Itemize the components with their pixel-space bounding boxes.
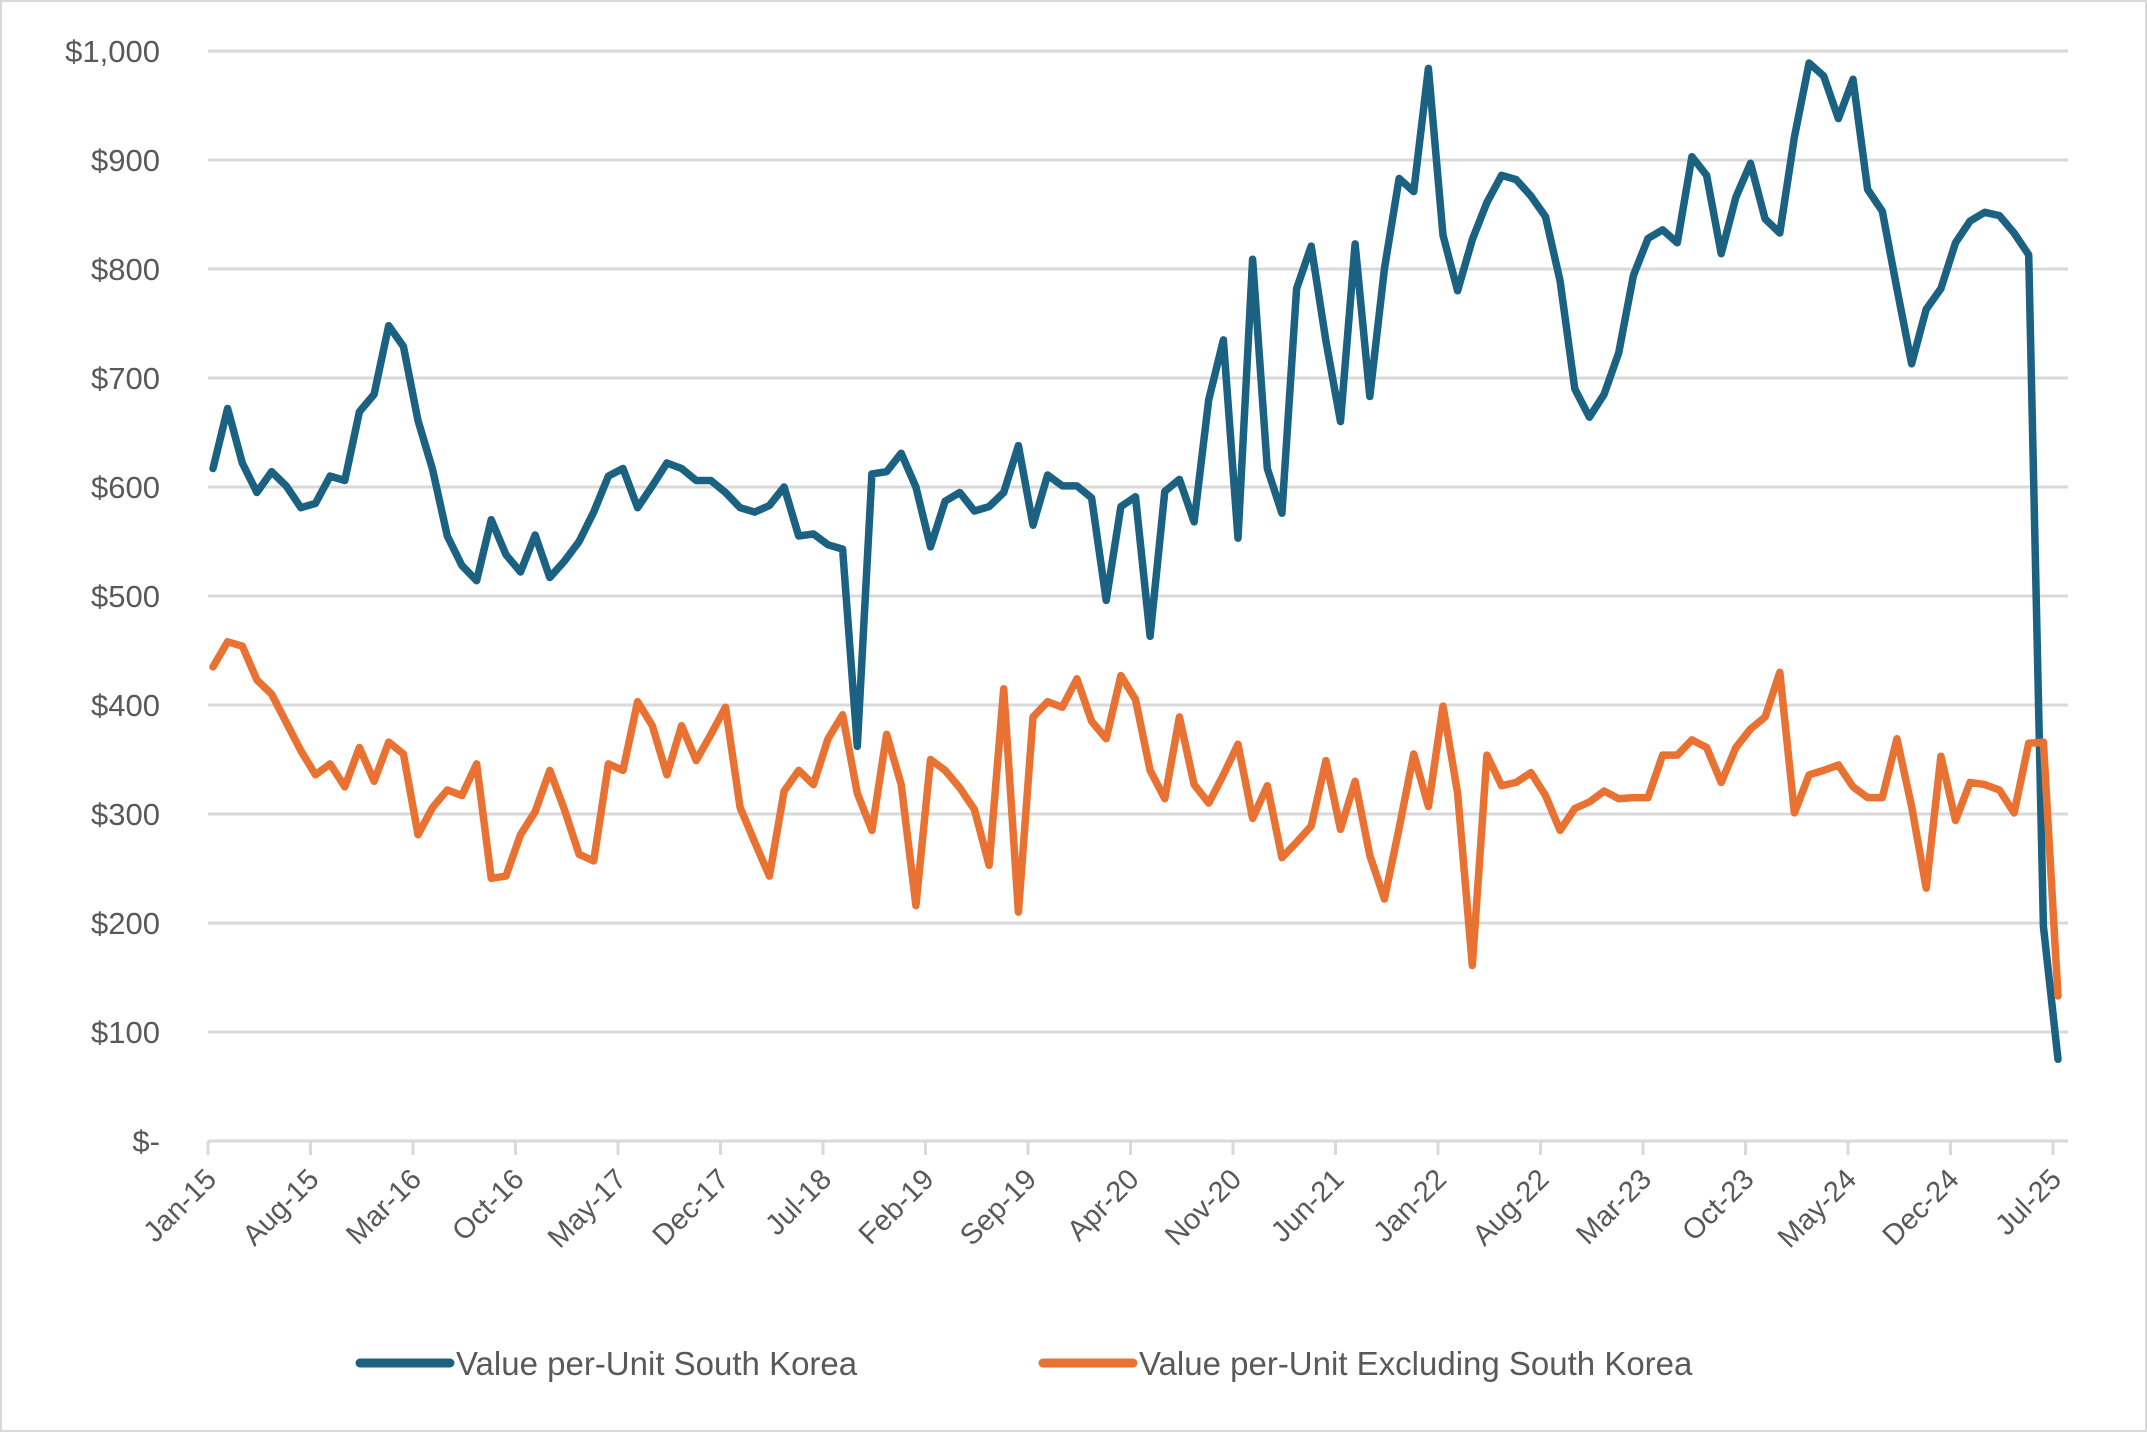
- y-tick-label: $300: [91, 797, 160, 832]
- legend-label-south-korea: Value per-Unit South Korea: [456, 1345, 858, 1382]
- gridlines: [208, 49, 2068, 1143]
- y-tick-label: $700: [91, 361, 160, 396]
- legend-label-excluding-south-korea: Value per-Unit Excluding South Korea: [1139, 1345, 1693, 1382]
- x-tick-label: Apr-20: [1061, 1163, 1145, 1247]
- series-line-excluding-south-korea: [209, 638, 2062, 1000]
- legend-item-south-korea[interactable]: Value per-Unit South Korea: [355, 1345, 858, 1382]
- x-tick-label: Feb-19: [853, 1163, 941, 1251]
- y-tick-label: $400: [91, 688, 160, 723]
- y-tick-label: $500: [91, 579, 160, 614]
- x-tick-label: May-17: [542, 1163, 633, 1254]
- x-tick-label: Jan-22: [1368, 1163, 1453, 1248]
- x-tick-label: Aug-22: [1467, 1163, 1556, 1252]
- x-tick-label: May-24: [1772, 1163, 1863, 1254]
- y-tick-label: $200: [91, 906, 160, 941]
- x-tick-label: Oct-23: [1676, 1163, 1760, 1247]
- x-tick-label: Jan-15: [138, 1163, 223, 1248]
- x-tick-label: Jun-21: [1265, 1163, 1350, 1248]
- y-tick-label: $800: [91, 252, 160, 287]
- x-tick-label: Jul-18: [759, 1163, 837, 1241]
- y-tick-label: $900: [91, 143, 160, 178]
- y-tick-label: $-: [132, 1124, 160, 1159]
- legend: Value per-Unit South Korea Value per-Uni…: [355, 1345, 1693, 1382]
- x-tick-label: Jul-25: [1989, 1163, 2067, 1241]
- y-tick-label: $600: [91, 470, 160, 505]
- x-tick-label: Mar-16: [340, 1163, 428, 1251]
- x-tick-label: Nov-20: [1159, 1163, 1248, 1252]
- series-line-south-korea: [209, 59, 2062, 1064]
- x-tick-label: Oct-16: [446, 1163, 530, 1247]
- x-tick-label: Dec-24: [1877, 1163, 1966, 1252]
- x-tick-label: Sep-19: [954, 1163, 1043, 1252]
- x-tick-label: Dec-17: [647, 1163, 736, 1252]
- x-axis: Jan-15 Aug-15 Mar-16 Oct-16 May-17 Dec-17 Jul-…: [138, 1141, 2068, 1254]
- y-tick-label: $1,000: [65, 34, 160, 69]
- y-axis: $- $100 $200 $300 $400 $500 $600 $700 $800 $900 $1…: [65, 34, 160, 1159]
- series-lines: [209, 59, 2062, 1064]
- x-tick-label: Aug-15: [237, 1163, 326, 1252]
- x-tick-label: Mar-23: [1570, 1163, 1658, 1251]
- y-tick-label: $100: [91, 1015, 160, 1050]
- legend-item-excluding-south-korea[interactable]: Value per-Unit Excluding South Korea: [1038, 1345, 1693, 1382]
